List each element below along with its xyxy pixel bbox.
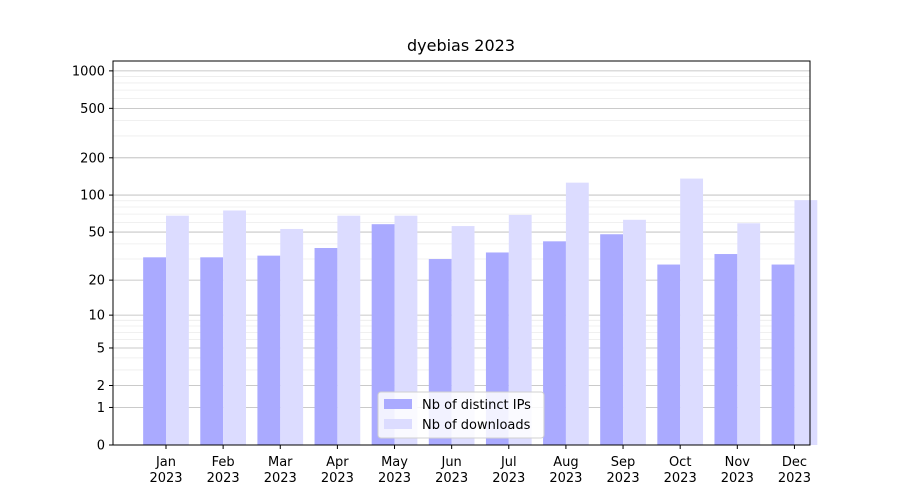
bar-downloads xyxy=(737,223,761,445)
bar-downloads xyxy=(565,182,589,445)
x-tick-label-month: Jun xyxy=(440,455,461,470)
legend: Nb of distinct IPs Nb of downloads xyxy=(377,391,545,439)
x-tick-label-month: Nov xyxy=(725,455,751,470)
y-tick-label: 50 xyxy=(88,226,105,241)
bar-distinct-ips xyxy=(371,224,395,445)
y-tick-label: 10 xyxy=(88,309,105,324)
bar-downloads xyxy=(451,226,475,445)
bar-downloads xyxy=(337,215,361,445)
y-axis: 0 1 2 5 10 20 50 100 200 500 1000 xyxy=(72,64,113,454)
bar-downloads xyxy=(394,215,418,445)
bar-distinct-ips xyxy=(314,248,338,445)
y-tick-label: 500 xyxy=(80,102,105,117)
x-tick-label-year: 2023 xyxy=(435,471,468,486)
bar-distinct-ips xyxy=(543,241,566,445)
bar-downloads xyxy=(794,200,818,445)
bar-distinct-ips xyxy=(143,257,166,445)
y-tick-label: 100 xyxy=(80,189,105,204)
legend-swatch xyxy=(384,399,412,409)
x-tick-label-month: Mar xyxy=(268,455,293,470)
x-tick-label-year: 2023 xyxy=(778,471,811,486)
bar-distinct-ips xyxy=(257,255,281,445)
x-tick-label-year: 2023 xyxy=(492,471,525,486)
x-tick-label-month: Jan xyxy=(155,455,176,470)
legend-label: Nb of distinct IPs xyxy=(422,398,531,413)
bar-distinct-ips xyxy=(657,264,681,445)
x-tick-label-month: Apr xyxy=(326,455,349,470)
bar-downloads xyxy=(623,219,646,445)
x-tick-label-year: 2023 xyxy=(321,471,354,486)
legend-label: Nb of downloads xyxy=(422,418,531,433)
y-tick-label: 20 xyxy=(88,274,105,289)
x-tick-label-month: Oct xyxy=(669,455,691,470)
bar-downloads xyxy=(280,228,304,445)
x-tick-label-month: Feb xyxy=(212,455,235,470)
legend-box xyxy=(377,391,545,439)
y-tick-label: 0 xyxy=(97,439,105,454)
bar-distinct-ips xyxy=(600,234,624,445)
x-tick-label-month: Jul xyxy=(500,455,517,470)
x-tick-label-year: 2023 xyxy=(607,471,640,486)
y-tick-label: 1000 xyxy=(72,64,105,79)
bar-downloads xyxy=(166,215,189,445)
bars xyxy=(143,178,818,445)
bar-distinct-ips xyxy=(200,257,224,445)
y-tick-label: 2 xyxy=(97,379,105,394)
x-tick-label-month: Sep xyxy=(611,455,636,470)
x-tick-label-year: 2023 xyxy=(264,471,297,486)
x-tick-label-year: 2023 xyxy=(207,471,240,486)
x-tick-label-year: 2023 xyxy=(721,471,754,486)
y-tick-label: 200 xyxy=(80,151,105,166)
bar-distinct-ips xyxy=(714,254,738,445)
legend-swatch xyxy=(384,419,412,429)
x-tick-label-year: 2023 xyxy=(664,471,697,486)
plot-frame xyxy=(112,60,811,446)
chart-title: dyebias 2023 xyxy=(407,36,515,55)
x-tick-label-month: May xyxy=(381,455,408,470)
x-axis: Jan2023Feb2023Mar2023Apr2023May2023Jun20… xyxy=(149,445,811,486)
x-tick-label-year: 2023 xyxy=(149,471,182,486)
bar-distinct-ips xyxy=(771,264,795,445)
bar-downloads xyxy=(223,210,246,445)
bar-downloads xyxy=(508,214,532,445)
x-tick-label-month: Aug xyxy=(553,455,578,470)
x-tick-label-year: 2023 xyxy=(549,471,582,486)
bar-downloads xyxy=(680,178,704,445)
x-tick-label-month: Dec xyxy=(782,455,807,470)
y-tick-label: 1 xyxy=(97,401,105,416)
x-tick-label-year: 2023 xyxy=(378,471,411,486)
y-tick-label: 5 xyxy=(97,341,105,356)
